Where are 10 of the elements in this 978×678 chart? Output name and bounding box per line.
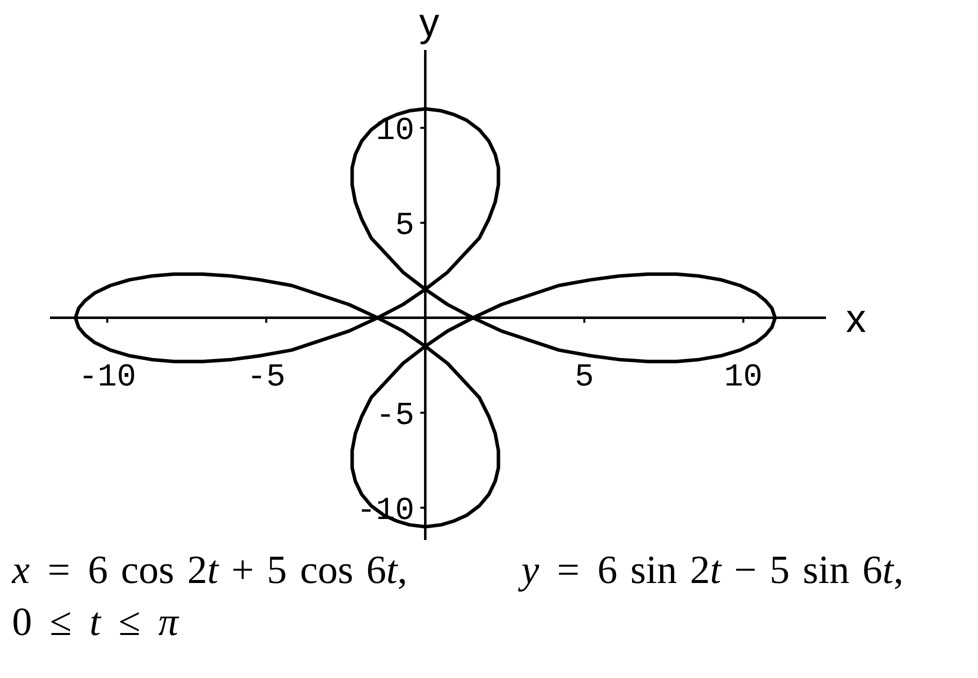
text: x = 6 cos 2t + 5 cos 6t, y = 6 sin 2t − 5 sin 6t, (12, 547, 904, 592)
x-axis-title: x (846, 296, 866, 341)
x-tick-label: 10 (724, 358, 763, 396)
y-tick-label: -5 (376, 397, 414, 434)
text: 0 ≤ t ≤ π (12, 599, 178, 644)
y-tick-label: 5 (395, 207, 414, 244)
x-tick-label: -5 (247, 358, 286, 396)
x-tick-label: -10 (78, 358, 136, 396)
x-tick-label: 5 (574, 358, 594, 396)
y-axis-title: y (419, 1, 440, 45)
